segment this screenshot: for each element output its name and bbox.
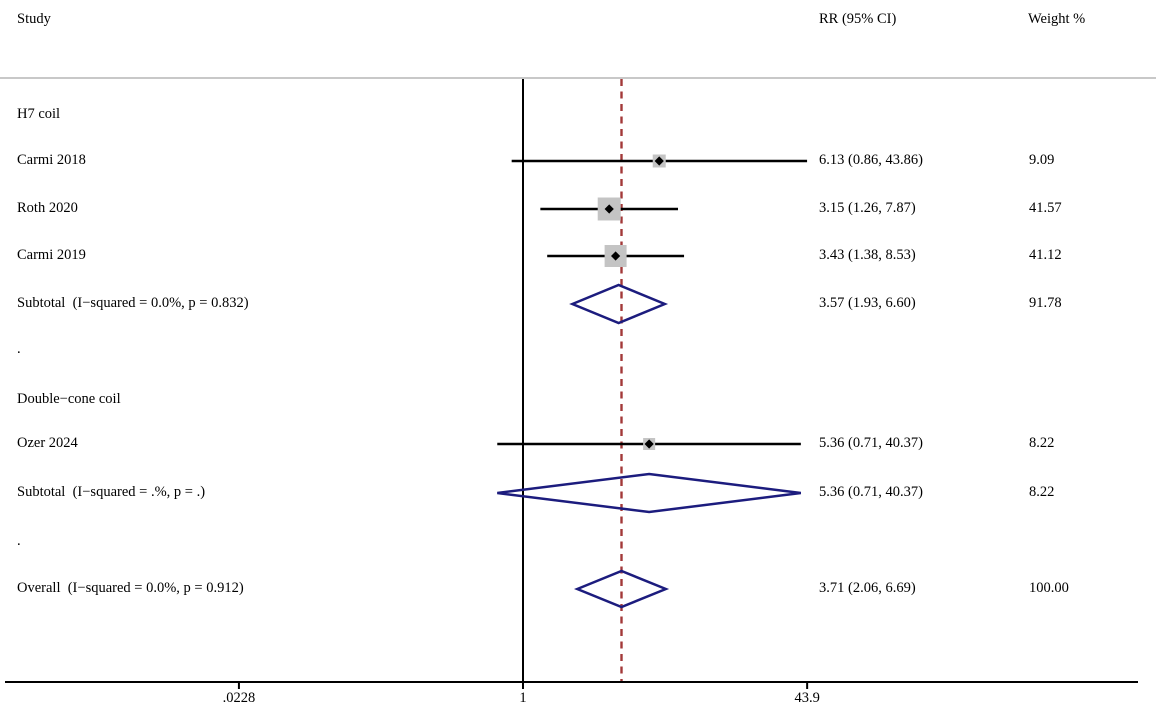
rr-value: 3.57 (1.93, 6.60) <box>819 295 916 312</box>
axis-tick-label: 1 <box>519 690 527 706</box>
rr-value: 5.36 (0.71, 40.37) <box>819 435 923 452</box>
study-label: Carmi 2019 <box>17 247 86 264</box>
group-label: H7 coil <box>17 106 61 123</box>
point-estimate-marker <box>604 204 614 214</box>
column-header-study: Study <box>17 11 51 28</box>
column-header-weight: Weight % <box>1028 11 1086 28</box>
study-label: Overall (I−squared = 0.0%, p = 0.912) <box>17 580 244 597</box>
rr-value: 3.15 (1.26, 7.87) <box>819 200 916 217</box>
weight-value: 8.22 <box>1029 435 1055 452</box>
weight-value: 41.57 <box>1029 200 1062 217</box>
axis-tick-label: .0228 <box>222 690 256 706</box>
point-estimate-marker <box>644 439 654 449</box>
overall-diamond <box>573 569 670 609</box>
study-label: Roth 2020 <box>17 200 78 217</box>
point-estimate-marker <box>611 251 621 261</box>
point-estimate-marker <box>654 156 664 166</box>
weight-value: 41.12 <box>1029 247 1062 264</box>
axis-tick-label: 43.9 <box>794 690 820 706</box>
weight-value: 91.78 <box>1029 295 1062 312</box>
column-header-rr: RR (95% CI) <box>819 11 897 28</box>
subtotal-diamond <box>569 283 669 325</box>
rr-value: 6.13 (0.86, 43.86) <box>819 152 923 169</box>
spacer-dot: . <box>17 533 21 550</box>
study-label: Carmi 2018 <box>17 152 86 169</box>
spacer-dot: . <box>17 341 21 358</box>
weight-value: 100.00 <box>1029 580 1069 597</box>
study-label: Subtotal (I−squared = .%, p = .) <box>17 484 206 501</box>
study-label: Ozer 2024 <box>17 435 78 452</box>
rr-value: 3.43 (1.38, 8.53) <box>819 247 916 264</box>
subtotal-diamond <box>497 472 802 514</box>
group-label: Double−cone coil <box>17 391 121 408</box>
rr-value: 3.71 (2.06, 6.69) <box>819 580 916 597</box>
weight-value: 8.22 <box>1029 484 1055 501</box>
weight-value: 9.09 <box>1029 152 1055 169</box>
study-label: Subtotal (I−squared = 0.0%, p = 0.832) <box>17 295 249 312</box>
rr-value: 5.36 (0.71, 40.37) <box>819 484 923 501</box>
